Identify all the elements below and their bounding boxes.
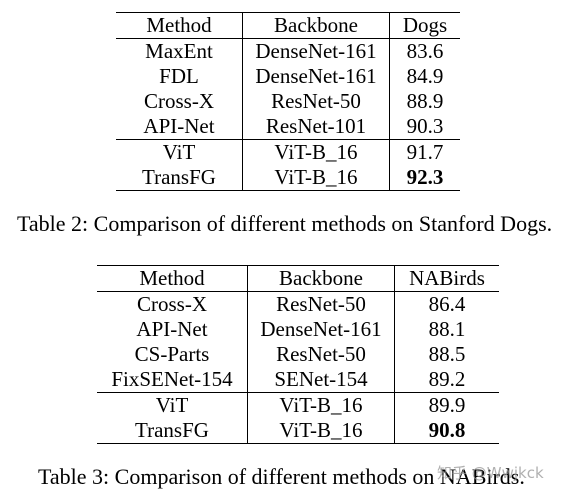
table-row: MaxEnt DenseNet-161 83.6 [116,38,460,64]
backbone-cell: DenseNet-161 [247,317,395,342]
method-cell: API-Net [97,317,248,342]
method-cell: TransFG [97,418,248,444]
table-row: TransFG ViT-B_16 92.3 [116,165,460,191]
backbone-cell: ViT-B_16 [247,392,395,418]
backbone-cell: ResNet-101 [242,114,390,140]
accuracy-cell: 90.3 [406,114,444,138]
table-row: ViT ViT-B_16 89.9 [97,392,499,418]
table-row: TransFG ViT-B_16 90.8 [97,418,499,444]
table-header-row: Method Backbone NABirds [97,265,499,292]
method-cell: Cross-X [116,89,243,114]
watermark: 知乎 @Wwjkck [437,464,544,482]
table-row: ViT ViT-B_16 91.7 [116,139,460,165]
method-cell: ViT [116,139,243,165]
accuracy-cell: 83.6 [406,39,444,63]
method-cell: FixSENet-154 [97,367,248,393]
table-row: Cross-X ResNet-50 86.4 [97,291,499,317]
table-nabirds: Method Backbone NABirds Cross-X ResNet-5… [97,265,499,444]
backbone-cell: DenseNet-161 [242,64,390,89]
method-cell: ViT [97,392,248,418]
accuracy-cell: 91.7 [406,140,444,164]
accuracy-cell: 86.4 [428,292,466,316]
accuracy-cell: 89.9 [428,393,466,417]
column-header-method: Method [97,265,248,292]
accuracy-cell: 88.9 [406,89,444,113]
table-row: API-Net DenseNet-161 88.1 [97,317,499,342]
accuracy-cell: 89.2 [428,367,466,391]
table-row: API-Net ResNet-101 90.3 [116,114,460,140]
accuracy-cell: 84.9 [406,64,444,88]
backbone-cell: ResNet-50 [242,89,390,114]
table-2-caption: Table 2: Comparison of different methods… [17,211,553,236]
table-row: Cross-X ResNet-50 88.9 [116,89,460,114]
backbone-cell: ResNet-50 [247,342,395,367]
backbone-cell: ResNet-50 [247,291,395,317]
table-row: FixSENet-154 SENet-154 89.2 [97,367,499,393]
method-cell: CS-Parts [97,342,248,367]
backbone-cell: DenseNet-161 [242,38,390,64]
method-cell: MaxEnt [116,38,243,64]
method-cell: FDL [116,64,243,89]
accuracy-cell: 88.1 [428,317,466,341]
column-header-nabirds: NABirds [409,266,485,290]
column-header-method: Method [116,12,243,39]
backbone-cell: ViT-B_16 [242,165,390,191]
table-3-caption: Table 3: Comparison of different methods… [38,464,525,489]
column-header-backbone: Backbone [242,12,390,39]
accuracy-cell: 88.5 [428,342,466,366]
table-row: FDL DenseNet-161 84.9 [116,64,460,89]
method-cell: API-Net [116,114,243,140]
best-accuracy-cell: 90.8 [428,418,466,442]
table-stanford-dogs: Method Backbone Dogs MaxEnt DenseNet-161… [116,12,460,191]
column-header-dogs: Dogs [402,13,448,37]
backbone-cell: ViT-B_16 [247,418,395,444]
backbone-cell: ViT-B_16 [242,139,390,165]
method-cell: Cross-X [97,291,248,317]
method-cell: TransFG [116,165,243,191]
best-accuracy-cell: 92.3 [406,165,444,189]
table-row: CS-Parts ResNet-50 88.5 [97,342,499,367]
backbone-cell: SENet-154 [247,367,395,393]
column-header-backbone: Backbone [247,265,395,292]
table-header-row: Method Backbone Dogs [116,12,460,39]
